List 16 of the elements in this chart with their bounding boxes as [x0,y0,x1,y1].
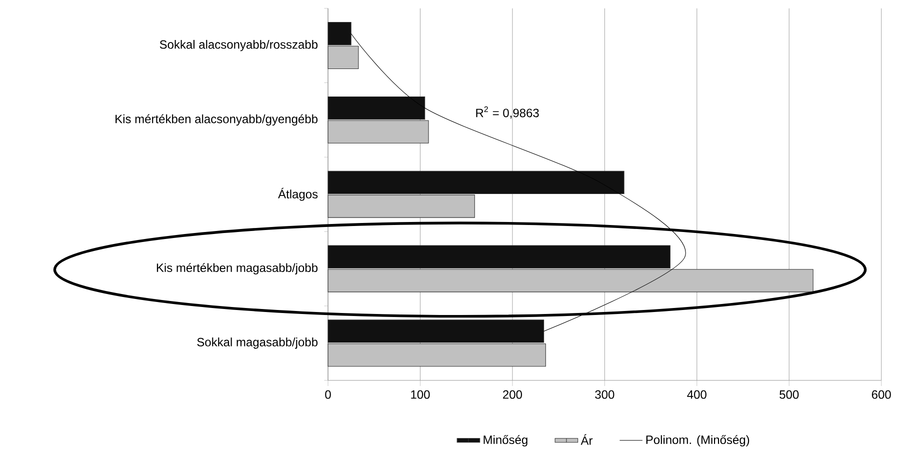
y-tick-label: Átlagos [278,188,318,201]
x-tick-label: 400 [687,390,706,399]
x-tick-label: 500 [780,390,799,399]
y-tick-label: Sokkal alacsonyabb/rosszabb [160,40,318,52]
y-tick-label: Kis mértékben magasabb/jobb [156,263,318,274]
y-tick-label: Sokkal magasabb/jobb [197,338,318,349]
x-tick-label: 300 [595,390,614,399]
legend-label: Minőség [484,435,528,446]
x-tick-label: 0 [325,390,331,399]
x-tick-label: 100 [411,390,430,399]
legend-label: Ár [580,434,593,445]
legend-label: Polinom. (Minőség) [646,435,750,446]
x-tick-label: 200 [503,390,522,399]
annotation: R$^{2}$ = 0,9863 [476,106,539,119]
x-tick-label: 600 [872,390,891,399]
y-tick-label: Kis mértékben alacsonyabb/gyengébb [116,114,318,126]
